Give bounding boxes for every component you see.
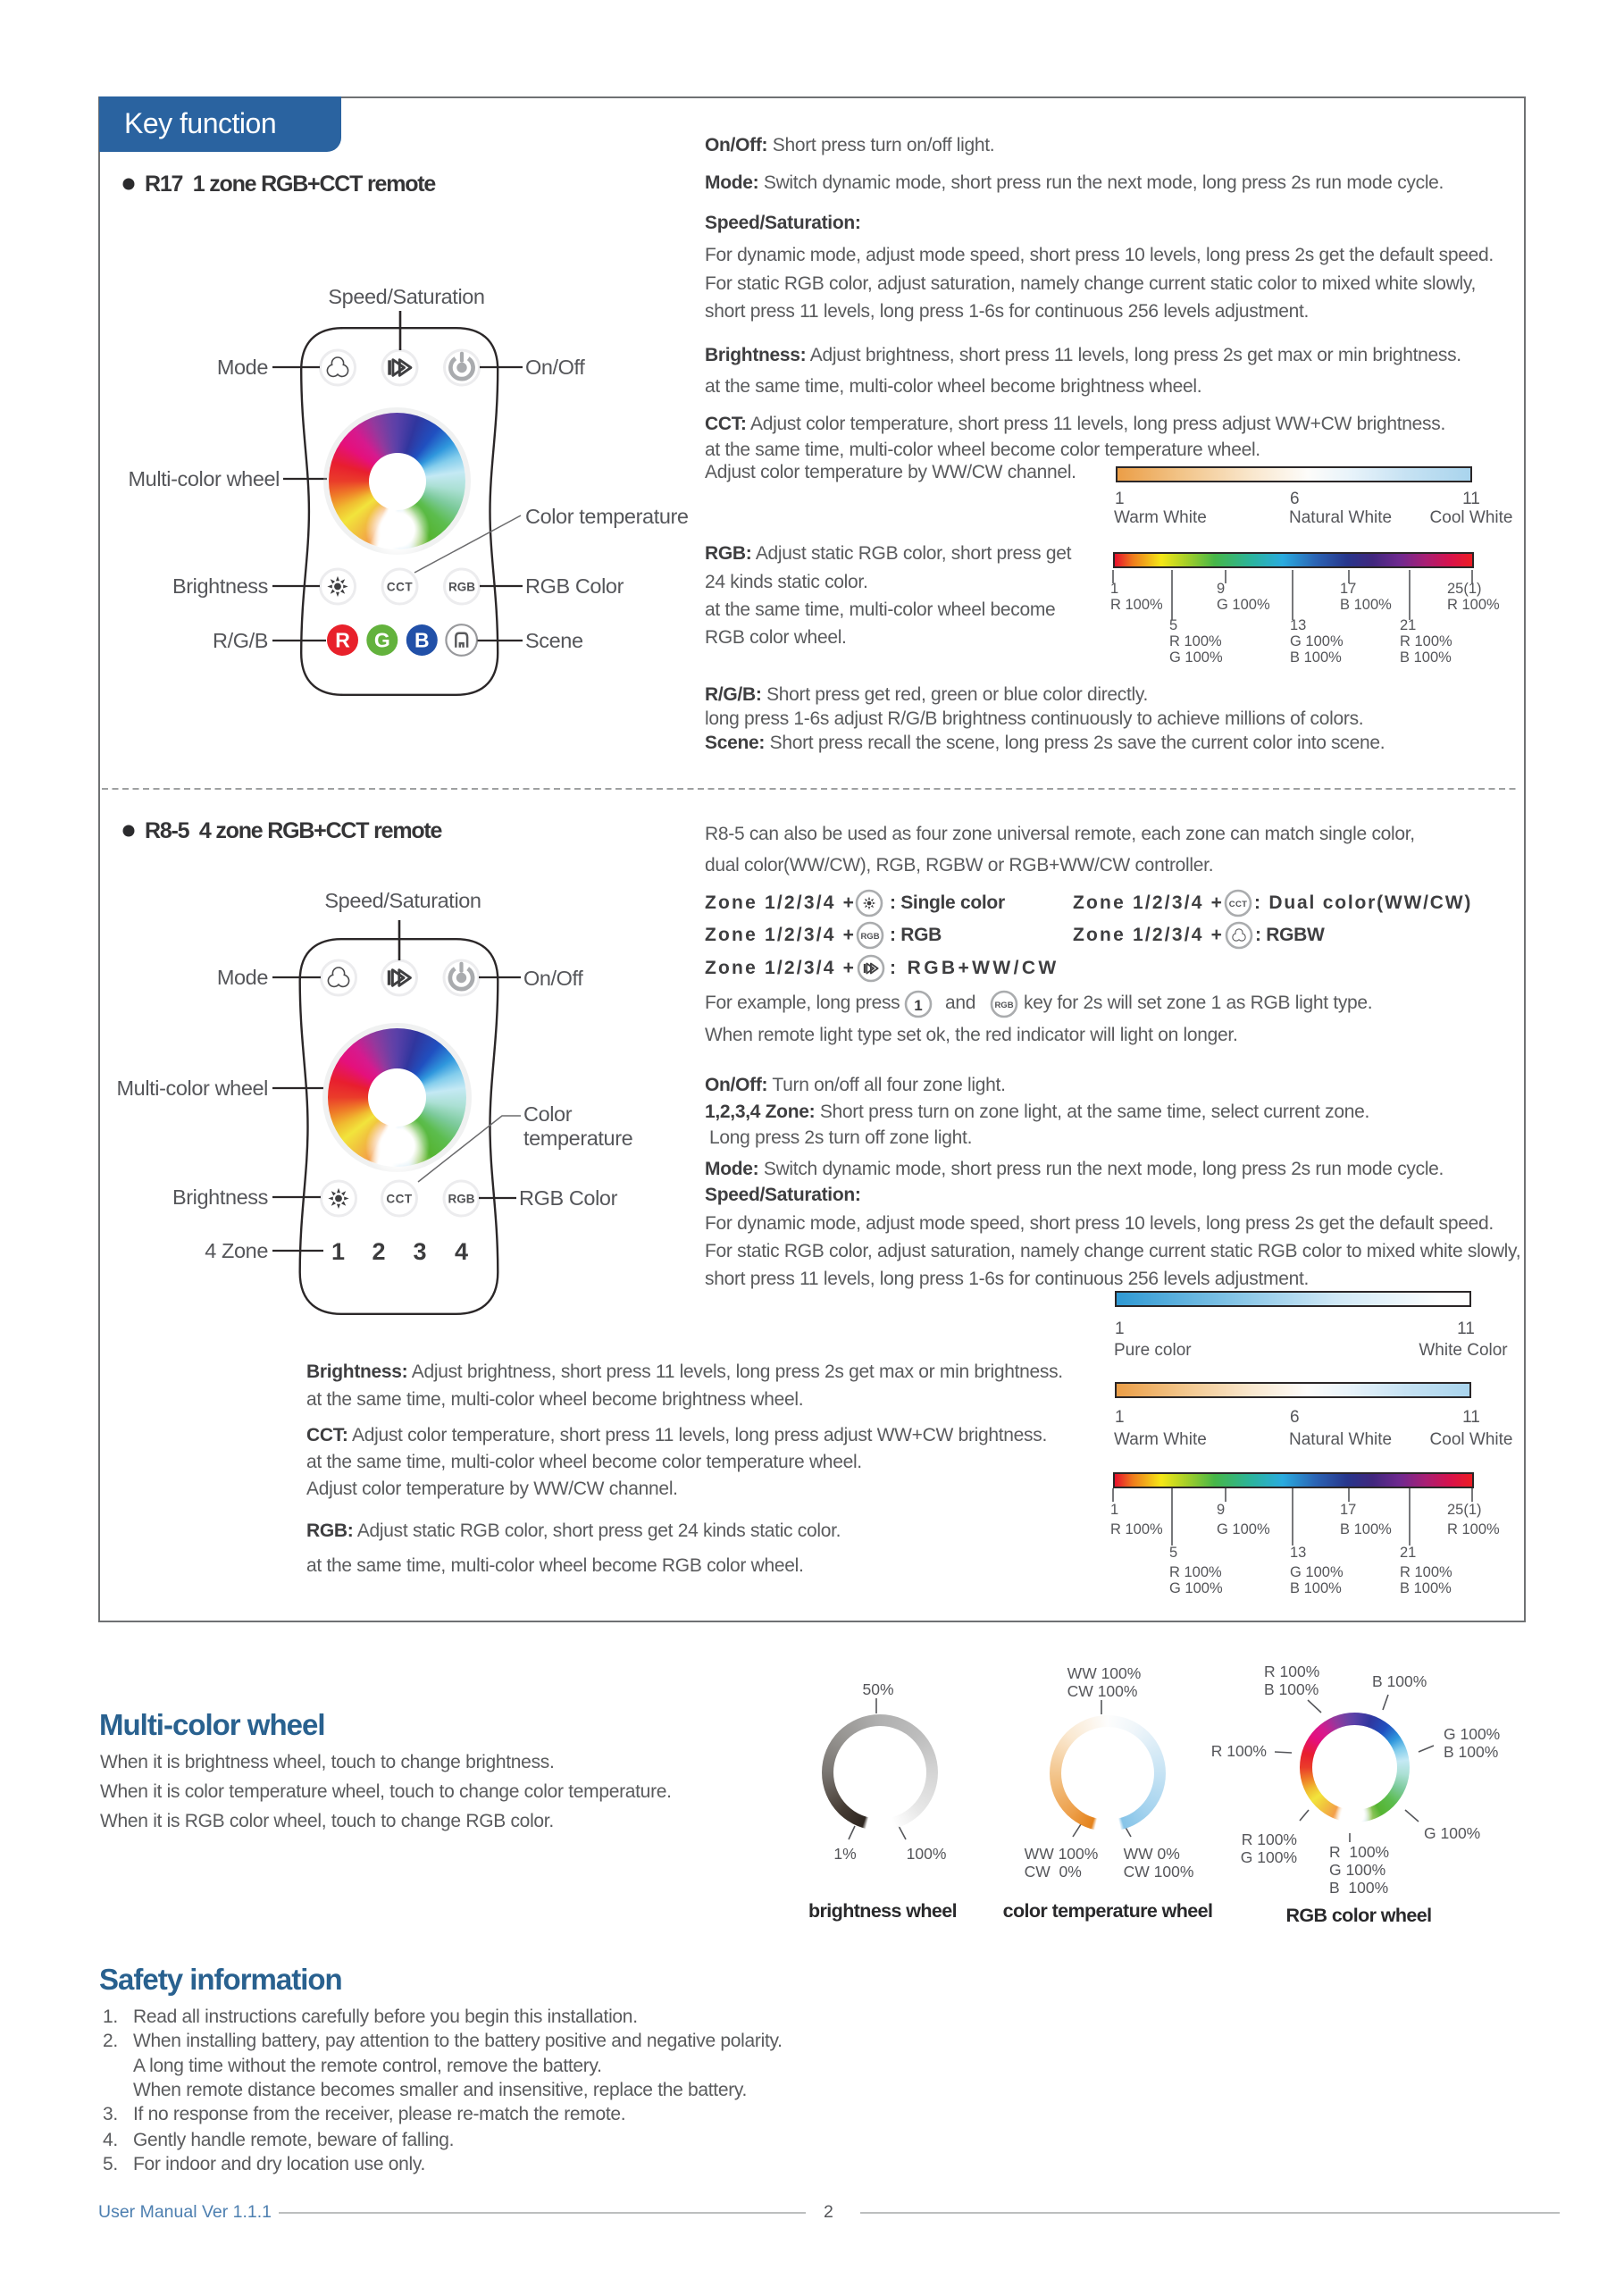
svg-text:4: 4 <box>455 1238 468 1265</box>
svg-text:CCT: CCT <box>387 581 413 594</box>
svg-text:1: 1 <box>914 997 922 1014</box>
svg-text:CCT: CCT <box>386 1193 412 1206</box>
svg-text:2: 2 <box>372 1238 385 1265</box>
svg-text:B: B <box>414 629 430 652</box>
svg-text:RGB: RGB <box>448 1193 475 1206</box>
svg-text:3: 3 <box>413 1238 426 1265</box>
svg-text:1: 1 <box>331 1238 345 1265</box>
svg-text:RGB: RGB <box>994 1001 1013 1010</box>
svg-text:G: G <box>374 629 390 652</box>
svg-text:RGB: RGB <box>860 932 879 942</box>
svg-text:R: R <box>335 629 350 652</box>
svg-text:RGB: RGB <box>448 581 475 594</box>
svg-text:CCT: CCT <box>1229 900 1247 909</box>
